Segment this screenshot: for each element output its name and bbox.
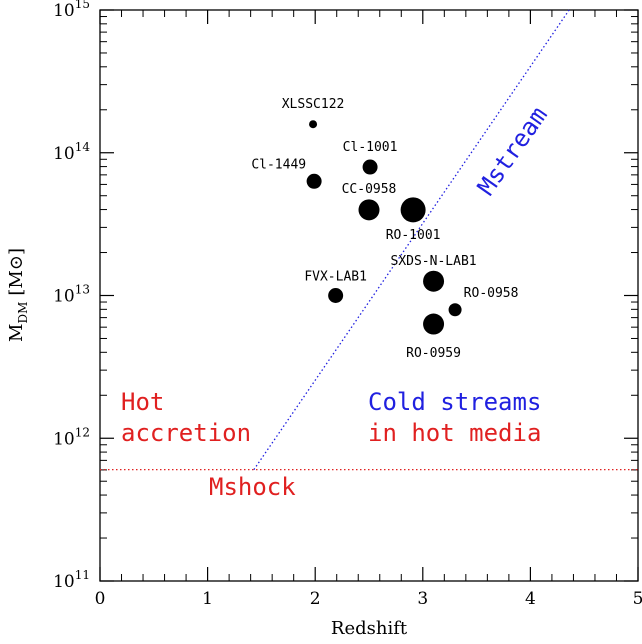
point-ro-1001 (400, 197, 426, 223)
y-axis-title-subscript: DM (16, 302, 30, 324)
point-label-cl-1001: Cl-1001 (343, 140, 398, 155)
annotation-cold-streams-line: Cold streams (368, 388, 541, 416)
x-tick-label: 4 (525, 589, 536, 609)
y-axis-title-unit: [M⊙] (6, 248, 27, 296)
point-ro-0959 (423, 313, 445, 335)
y-axis-title: MDM [M⊙] (6, 248, 30, 342)
x-tick-label: 5 (633, 589, 642, 609)
y-tick-label: 1014 (53, 140, 90, 164)
point-label-xlssc122: XLSSC122 (282, 97, 345, 112)
point-label-ro-0959: RO-0959 (406, 346, 461, 361)
point-cl-1449 (306, 173, 322, 189)
y-tick-label: 1012 (53, 425, 90, 449)
point-label-ro-0958: RO-0958 (464, 286, 519, 301)
svg-text:MDM[M⊙]: MDM [M⊙] (6, 248, 30, 342)
x-axis-title: Redshift (331, 618, 408, 639)
point-labels: XLSSC122 Cl-1001 Cl-1449 CC-0958 RO-1001 SXDS… (251, 97, 518, 361)
line-mstream (253, 9, 570, 471)
point-cc-0958 (358, 199, 380, 221)
point-xlssc122 (309, 120, 318, 129)
point-label-fvx-lab1: FVX-LAB1 (304, 270, 367, 285)
point-label-ro-1001: RO-1001 (386, 228, 441, 243)
point-cl-1001 (362, 159, 378, 175)
y-axis-title-symbol: M (6, 324, 27, 342)
point-label-cl-1449: Cl-1449 (251, 157, 306, 172)
x-tick-label: 1 (202, 589, 213, 609)
reference-lines (100, 9, 638, 471)
annotation-hot-accretion-line: accretion (121, 419, 251, 447)
tick-labels: 0 1 2 3 4 5 1011 1012 1013 1014 1015 (53, 0, 642, 609)
x-tick-label: 0 (95, 589, 106, 609)
x-tick-label: 2 (310, 589, 321, 609)
point-sxds-n-lab1 (423, 270, 445, 292)
plot-frame (99, 9, 639, 582)
annotation-mshock: Mshock (209, 473, 296, 501)
ticks (99, 9, 639, 582)
y-tick-label: 1013 (53, 283, 90, 307)
point-label-cc-0958: CC-0958 (342, 182, 397, 197)
annotation-hot-accretion-line: Hot (121, 388, 164, 416)
annotation-mstream: Mstream (472, 102, 553, 201)
point-label-sxds-n-lab1: SXDS-N-LAB1 (391, 254, 477, 269)
data-points (306, 120, 462, 335)
x-tick-label: 3 (417, 589, 428, 609)
y-tick-label: 1011 (53, 568, 90, 592)
point-fvx-lab1 (328, 288, 344, 303)
point-ro-0958 (448, 303, 462, 317)
y-tick-label: 1015 (53, 0, 90, 21)
annotation-cold-streams-line: in hot media (368, 419, 541, 447)
